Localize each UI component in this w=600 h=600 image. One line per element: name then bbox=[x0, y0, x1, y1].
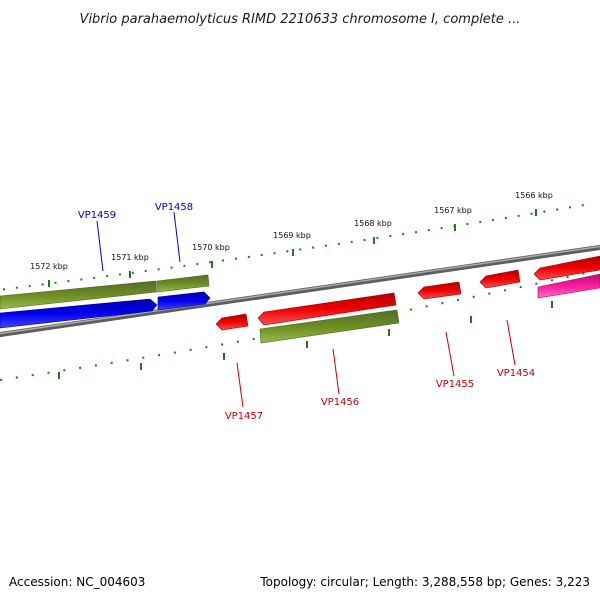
gene-label-vp1458[interactable]: VP1458 bbox=[155, 202, 193, 213]
label-leaders bbox=[96, 211, 516, 408]
scale-label: 1572 kbp bbox=[30, 262, 68, 271]
scale-label: 1569 kbp bbox=[273, 231, 311, 240]
gene-label-vp1455[interactable]: VP1455 bbox=[436, 379, 474, 390]
gene-label-vp1457[interactable]: VP1457 bbox=[225, 411, 263, 422]
gene-label-vp1456[interactable]: VP1456 bbox=[321, 397, 359, 408]
gene-vp1456[interactable] bbox=[257, 292, 397, 326]
gene-vp1459[interactable] bbox=[0, 298, 158, 329]
scale-label: 1568 kbp bbox=[354, 219, 392, 228]
backbone-arc bbox=[0, 244, 600, 338]
gene-vp1457[interactable] bbox=[215, 313, 249, 331]
gene-vp1455[interactable] bbox=[417, 281, 462, 300]
leader-vp1456 bbox=[332, 348, 340, 395]
feature-olive-vp1458[interactable] bbox=[156, 274, 210, 293]
scale-label: 1570 kbp bbox=[192, 243, 230, 252]
scale-labels: 1572 kbp 1571 kbp 1570 kbp 1569 kbp 1568… bbox=[30, 191, 553, 271]
feature-magenta[interactable] bbox=[537, 273, 600, 299]
gene-vp1454[interactable] bbox=[479, 269, 521, 289]
scale-label: 1567 kbp bbox=[434, 206, 472, 215]
gene-labels: VP1459 VP1458 VP1457 VP1456 VP1455 VP145… bbox=[78, 202, 535, 422]
gene-label-vp1459[interactable]: VP1459 bbox=[78, 210, 116, 221]
leader-vp1454 bbox=[506, 319, 516, 366]
feature-olive-vp1459[interactable] bbox=[0, 280, 157, 310]
feature-olive-vp1456[interactable] bbox=[259, 309, 400, 344]
map-title: Vibrio parahaemolyticus RIMD 2210633 chr… bbox=[80, 12, 521, 27]
scale-label: 1566 kbp bbox=[515, 191, 553, 200]
leader-vp1455 bbox=[445, 331, 455, 377]
leader-vp1459 bbox=[96, 220, 104, 272]
leader-vp1458 bbox=[173, 211, 181, 263]
inner-major-ticks bbox=[58, 301, 553, 379]
genome-summary-text: Topology: circular; Length: 3,288,558 bp… bbox=[260, 575, 590, 589]
outer-major-ticks bbox=[48, 209, 537, 287]
leader-vp1457 bbox=[236, 362, 244, 408]
gene-vp1458[interactable] bbox=[157, 291, 211, 311]
gene-next-red[interactable] bbox=[533, 255, 600, 281]
backbone-highlight bbox=[0, 245, 600, 335]
scale-label: 1571 kbp bbox=[111, 253, 149, 262]
gene-label-vp1454[interactable]: VP1454 bbox=[497, 368, 535, 379]
accession-text: Accession: NC_004603 bbox=[9, 575, 146, 589]
